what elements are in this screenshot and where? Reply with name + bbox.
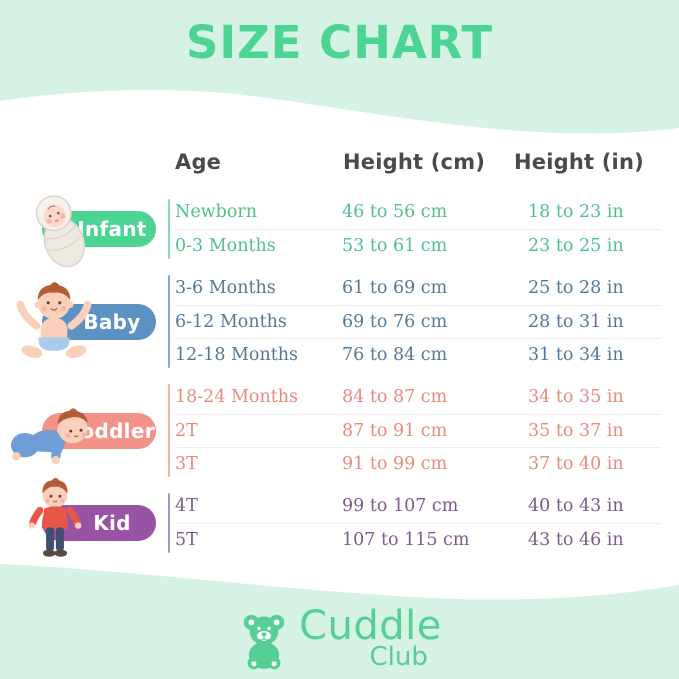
cell-in: 34 to 35 in <box>528 387 624 407</box>
table-header: Age Height (cm) Height (in) <box>0 150 679 180</box>
size-row: 4T 99 to 107 cm 40 to 43 in <box>175 490 661 523</box>
header-height-cm: Height (cm) <box>343 150 486 174</box>
cell-in: 31 to 34 in <box>528 345 624 365</box>
cell-in: 37 to 40 in <box>528 454 624 474</box>
group-accent-line <box>168 384 170 477</box>
group-label: Infant <box>0 195 170 268</box>
size-group-kid: Kid <box>0 478 679 557</box>
group-label: Baby <box>0 281 170 358</box>
cell-cm: 84 to 87 cm <box>342 387 448 407</box>
cell-age: 18-24 Months <box>175 387 299 407</box>
cell-age: 12-18 Months <box>175 345 299 365</box>
cell-cm: 69 to 76 cm <box>342 312 448 332</box>
header-height-in: Height (in) <box>514 150 644 174</box>
size-row: 3-6 Months 61 to 69 cm 25 to 28 in <box>175 272 661 305</box>
group-pill-label: Baby <box>83 309 141 334</box>
cell-in: 25 to 28 in <box>528 278 624 298</box>
group-rows: Newborn 46 to 56 cm 18 to 23 in 0-3 Months 5… <box>168 196 661 262</box>
cell-age: 3-6 Months <box>175 278 276 298</box>
cell-age: 5T <box>175 530 198 550</box>
cell-cm: 87 to 91 cm <box>342 421 448 441</box>
size-row: 5T 107 to 115 cm 43 to 46 in <box>175 523 661 556</box>
cell-in: 40 to 43 in <box>528 496 624 516</box>
infant-illustration-icon <box>35 195 85 268</box>
size-row: 0-3 Months 53 to 61 cm 23 to 25 in <box>175 229 661 262</box>
size-row: 2T 87 to 91 cm 35 to 37 in <box>175 414 661 447</box>
cell-cm: 107 to 115 cm <box>342 530 470 550</box>
cell-age: 4T <box>175 496 198 516</box>
cell-age: 0-3 Months <box>175 236 276 256</box>
size-row: 18-24 Months 84 to 87 cm 34 to 35 in <box>175 381 661 414</box>
brand-logo: Cuddle Club <box>0 606 679 672</box>
size-groups: Infant <box>0 195 679 557</box>
group-label: Toddler <box>0 407 170 464</box>
group-rows: 18-24 Months 84 to 87 cm 34 to 35 in 2T 87 t… <box>168 381 661 480</box>
cell-cm: 91 to 99 cm <box>342 454 448 474</box>
size-group-infant: Infant <box>0 195 679 268</box>
brand-name-sub: Club <box>369 642 428 672</box>
baby-illustration-icon <box>16 281 92 358</box>
cell-cm: 53 to 61 cm <box>342 236 448 256</box>
size-row: 3T 91 to 99 cm 37 to 40 in <box>175 447 661 480</box>
group-pill-label: Infant <box>77 217 147 241</box>
cell-in: 18 to 23 in <box>528 202 624 222</box>
cell-age: 2T <box>175 421 198 441</box>
cell-in: 23 to 25 in <box>528 236 624 256</box>
brand-name-main: Cuddle <box>299 603 442 649</box>
group-accent-line <box>168 493 170 553</box>
group-accent-line <box>168 275 170 368</box>
cell-in: 43 to 46 in <box>528 530 624 550</box>
teddy-bear-icon <box>243 614 285 670</box>
toddler-illustration-icon <box>11 407 88 464</box>
size-group-toddler: Toddler <box>0 381 679 480</box>
cell-in: 28 to 31 in <box>528 312 624 332</box>
cell-cm: 76 to 84 cm <box>342 345 448 365</box>
page-title: SIZE CHART <box>185 16 494 69</box>
group-rows: 4T 99 to 107 cm 40 to 43 in 5T 107 to 115 cm… <box>168 490 661 556</box>
cell-cm: 46 to 56 cm <box>342 202 448 222</box>
cell-cm: 61 to 69 cm <box>342 278 448 298</box>
group-pill-label: Kid <box>93 511 131 535</box>
cell-cm: 99 to 107 cm <box>342 496 459 516</box>
group-accent-line <box>168 199 170 259</box>
brand-name: Cuddle Club <box>299 606 442 670</box>
size-row: 6-12 Months 69 to 76 cm 28 to 31 in <box>175 305 661 338</box>
size-row: 12-18 Months 76 to 84 cm 31 to 34 in <box>175 338 661 371</box>
header-age: Age <box>175 150 222 174</box>
cell-age: 6-12 Months <box>175 312 287 332</box>
cell-in: 35 to 37 in <box>528 421 624 441</box>
group-label: Kid <box>0 478 170 557</box>
cell-age: 3T <box>175 454 198 474</box>
size-group-baby: Baby <box>0 272 679 371</box>
kid-illustration-icon <box>28 478 82 557</box>
group-rows: 3-6 Months 61 to 69 cm 25 to 28 in 6-12 Mon… <box>168 272 661 371</box>
size-row: Newborn 46 to 56 cm 18 to 23 in <box>175 196 661 229</box>
cell-age: Newborn <box>175 202 258 222</box>
